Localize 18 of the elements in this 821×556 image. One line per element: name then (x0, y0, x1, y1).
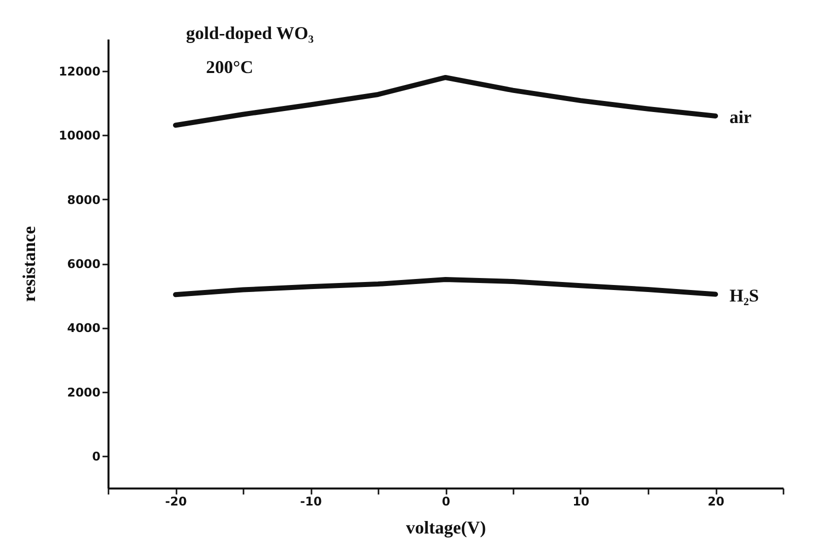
x-tick-label: 10 (572, 494, 590, 508)
y-tick-label: 0 (92, 449, 100, 464)
x-tick-label: -10 (300, 494, 322, 508)
y-tick-label: 4000 (67, 321, 100, 336)
x-axis-title: voltage(V) (406, 518, 486, 538)
y-tick-label: 2000 (67, 385, 100, 400)
y-axis-title: resistance (18, 226, 39, 302)
y-tick-label: 8000 (67, 192, 100, 207)
annotation: gold-doped WO₃ (186, 23, 314, 43)
x-tick-label: 20 (708, 494, 724, 508)
y-tick-label: 6000 (67, 257, 100, 271)
y-tick-label: 12000 (58, 64, 100, 79)
series-label: air (730, 106, 752, 127)
annotation: 200°C (206, 57, 254, 77)
x-tick-label: 0 (442, 494, 450, 508)
y-tick-label: 10000 (58, 128, 100, 143)
x-tick-label: -20 (165, 494, 187, 508)
series-label: H₂S (730, 285, 759, 306)
